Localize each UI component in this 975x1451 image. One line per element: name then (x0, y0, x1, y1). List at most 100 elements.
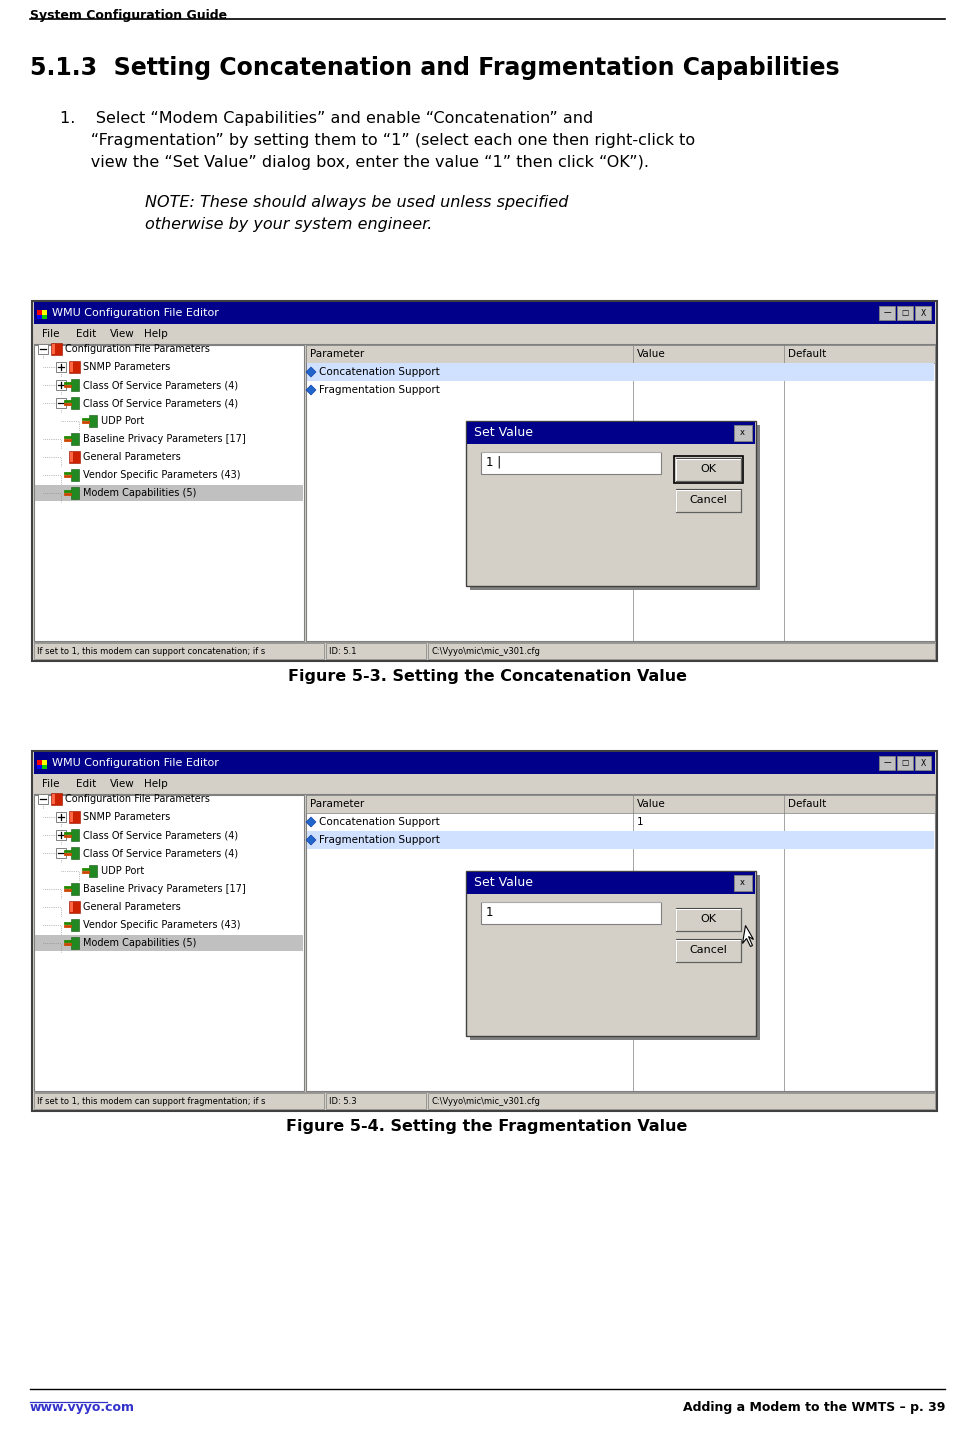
Bar (879, 306, 895, 321)
Bar (37, 315, 42, 319)
Bar (37, 765, 42, 769)
Bar (34, 1093, 324, 1109)
Bar (35, 934, 303, 950)
Bar (32, 752, 937, 1111)
Bar (51, 342, 62, 355)
Text: ID: 5.3: ID: 5.3 (329, 1097, 357, 1106)
Text: Modem Capabilities (5): Modem Capabilities (5) (83, 488, 196, 498)
Text: X: X (920, 309, 925, 318)
Bar (306, 795, 935, 813)
Bar (69, 901, 80, 913)
Bar (69, 811, 80, 823)
Text: X: X (920, 759, 925, 768)
Polygon shape (306, 385, 316, 395)
Bar (42, 315, 47, 319)
Text: —: — (883, 309, 891, 318)
Bar (915, 306, 931, 321)
Bar (71, 847, 79, 859)
Text: UDP Port: UDP Port (101, 416, 144, 427)
Text: view the “Set Value” dialog box, enter the value “1” then click “OK”).: view the “Set Value” dialog box, enter t… (60, 155, 649, 170)
Bar (56, 380, 66, 390)
Text: Vendor Specific Parameters (43): Vendor Specific Parameters (43) (83, 470, 241, 480)
Text: Vendor Specific Parameters (43): Vendor Specific Parameters (43) (83, 920, 241, 930)
Bar (71, 488, 79, 499)
Polygon shape (306, 834, 316, 844)
Text: Default: Default (788, 350, 826, 358)
Text: 1 |: 1 | (486, 456, 501, 469)
Text: www.vyyo.com: www.vyyo.com (30, 1402, 135, 1415)
Bar (71, 398, 79, 409)
Bar (37, 311, 42, 315)
Text: SNMP Parameters: SNMP Parameters (83, 361, 171, 371)
Text: SNMP Parameters: SNMP Parameters (83, 813, 171, 823)
Bar (879, 756, 895, 770)
Text: Set Value: Set Value (474, 876, 532, 889)
Bar (428, 643, 935, 659)
Text: Cancel: Cancel (689, 495, 727, 505)
Bar (35, 485, 303, 501)
Bar (89, 865, 97, 876)
Text: If set to 1, this modem can support fragmentation; if s: If set to 1, this modem can support frag… (37, 1097, 265, 1106)
Bar (71, 379, 79, 390)
Bar (38, 794, 48, 804)
Bar (466, 421, 755, 444)
Text: Baseline Privacy Parameters [17]: Baseline Privacy Parameters [17] (83, 434, 246, 444)
Bar (306, 345, 935, 363)
Bar (70, 813, 73, 823)
Text: View: View (110, 329, 135, 340)
Bar (465, 421, 756, 586)
Text: File: File (42, 779, 59, 789)
Text: Set Value: Set Value (474, 427, 532, 440)
Text: Value: Value (637, 800, 666, 810)
Text: C:\Vyyo\mic\mic_v301.cfg: C:\Vyyo\mic\mic_v301.cfg (431, 647, 540, 656)
Bar (676, 939, 740, 962)
Text: □: □ (901, 309, 909, 318)
Text: Class Of Service Parameters (4): Class Of Service Parameters (4) (83, 847, 238, 858)
Bar (676, 907, 740, 930)
Bar (34, 641, 935, 660)
Bar (70, 903, 73, 913)
Text: 1.    Select “Modem Capabilities” and enable “Concatenation” and: 1. Select “Modem Capabilities” and enabl… (60, 110, 593, 126)
Bar (38, 344, 48, 354)
Text: WMU Configuration File Editor: WMU Configuration File Editor (52, 308, 218, 318)
Bar (71, 884, 79, 895)
Text: C:\Vyyo\mic\mic_v301.cfg: C:\Vyyo\mic\mic_v301.cfg (431, 1097, 540, 1106)
Bar (71, 469, 79, 480)
Bar (70, 361, 73, 371)
Bar (71, 829, 79, 842)
Text: Class Of Service Parameters (4): Class Of Service Parameters (4) (83, 380, 238, 390)
Text: Class Of Service Parameters (4): Class Of Service Parameters (4) (83, 830, 238, 840)
Text: If set to 1, this modem can support concatenation; if s: If set to 1, this modem can support conc… (37, 647, 265, 656)
Text: Cancel: Cancel (689, 945, 727, 955)
Bar (34, 302, 935, 324)
Text: View: View (110, 779, 135, 789)
Bar (69, 451, 80, 463)
Text: OK: OK (700, 464, 716, 474)
Bar (56, 847, 66, 858)
Bar (69, 361, 80, 373)
Text: UDP Port: UDP Port (101, 866, 144, 876)
Bar (42, 311, 47, 315)
Text: Configuration File Parameters: Configuration File Parameters (65, 794, 210, 804)
Bar (481, 901, 660, 923)
Text: 1: 1 (486, 905, 493, 918)
Bar (733, 425, 752, 441)
Bar (71, 937, 79, 949)
Bar (56, 361, 66, 371)
Text: —: — (883, 759, 891, 768)
Bar (306, 795, 935, 1091)
Bar (71, 918, 79, 932)
Text: Class Of Service Parameters (4): Class Of Service Parameters (4) (83, 398, 238, 408)
Bar (71, 432, 79, 445)
Bar (56, 830, 66, 840)
Bar (470, 875, 760, 1039)
Text: Concatenation Support: Concatenation Support (319, 817, 440, 827)
Bar (897, 756, 913, 770)
Bar (37, 760, 42, 765)
Text: Edit: Edit (76, 329, 97, 340)
Bar (326, 1093, 426, 1109)
Bar (306, 345, 935, 641)
Bar (466, 872, 755, 894)
Bar (52, 344, 55, 354)
Bar (307, 363, 934, 382)
